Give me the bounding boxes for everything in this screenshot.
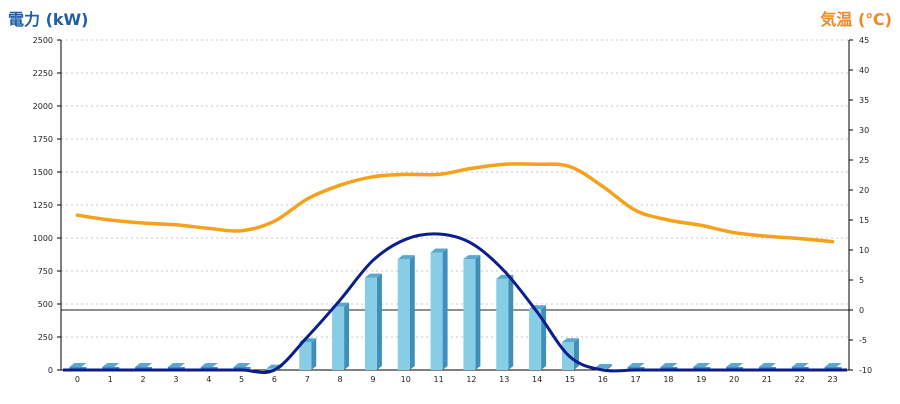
right-tick-label: 30	[859, 126, 869, 135]
right-axis-title: 気温 (℃)	[820, 10, 892, 29]
bar-top	[463, 255, 481, 260]
x-tick-label: 9	[370, 375, 375, 384]
left-axis-title: 電力 (kW)	[8, 10, 89, 29]
x-tick-label: 14	[532, 375, 542, 384]
right-tick-label: 45	[859, 36, 869, 45]
x-tick-label: 3	[173, 375, 178, 384]
x-tick-label: 11	[433, 375, 443, 384]
right-tick-label: 5	[859, 276, 864, 285]
right-tick-label: 25	[859, 156, 869, 165]
left-tick-label: 1750	[33, 135, 53, 144]
bar-side	[376, 273, 382, 370]
bar-zero-top	[824, 363, 842, 367]
x-tick-label: 1	[108, 375, 113, 384]
left-tick-label: 500	[38, 300, 53, 309]
bar-zero-top	[167, 363, 185, 367]
bar-zero-top	[726, 363, 744, 367]
bar-zero-top	[693, 363, 711, 367]
x-tick-label: 6	[272, 375, 277, 384]
bar-zero-top	[200, 363, 218, 367]
x-tick-label: 2	[141, 375, 146, 384]
bar-zero-top	[791, 363, 809, 367]
bar-zero-top	[660, 363, 678, 367]
bar	[364, 277, 377, 370]
bar-zero-top	[233, 363, 251, 367]
x-tick-label: 0	[75, 375, 80, 384]
x-tick-label: 18	[663, 375, 673, 384]
right-tick-label: 20	[859, 186, 869, 195]
x-tick-label: 5	[239, 375, 244, 384]
x-tick-label: 10	[401, 375, 411, 384]
bar-zero-top	[627, 363, 645, 367]
left-tick-label: 1000	[33, 234, 53, 243]
bar-top	[594, 364, 612, 369]
x-tick-label: 12	[466, 375, 476, 384]
right-tick-label: 15	[859, 216, 869, 225]
right-tick-label: 35	[859, 96, 869, 105]
bar-zero-top	[69, 363, 87, 367]
x-tick-label: 15	[565, 375, 575, 384]
right-tick-label: 10	[859, 246, 869, 255]
left-tick-label: 1500	[33, 168, 53, 177]
left-tick-label: 2250	[33, 69, 53, 78]
bar	[463, 259, 476, 370]
bar	[430, 252, 443, 370]
bar-side	[442, 248, 448, 370]
bar-zero	[233, 367, 251, 370]
bar	[332, 306, 345, 370]
x-tick-label: 21	[762, 375, 772, 384]
bar-side	[508, 274, 514, 370]
x-tick-label: 23	[827, 375, 837, 384]
bar-side	[541, 305, 547, 370]
x-tick-label: 7	[305, 375, 310, 384]
bar-top	[561, 338, 579, 343]
bar-top	[397, 255, 415, 260]
bar-side	[409, 255, 415, 370]
x-tick-label: 4	[206, 375, 211, 384]
bar-zero-top	[102, 363, 120, 367]
bar	[299, 342, 312, 370]
x-tick-label: 8	[338, 375, 343, 384]
bar-top	[364, 273, 382, 278]
bar-side	[344, 302, 350, 370]
right-tick-label: 40	[859, 66, 869, 75]
x-tick-label: 20	[729, 375, 739, 384]
bar	[529, 309, 542, 370]
left-tick-label: 0	[48, 366, 53, 375]
bar-zero-top	[758, 363, 776, 367]
x-tick-label: 17	[630, 375, 640, 384]
x-tick-label: 16	[598, 375, 608, 384]
bar	[496, 278, 509, 370]
right-tick-label: -5	[859, 336, 867, 345]
bar-side	[606, 364, 612, 370]
x-tick-label: 19	[696, 375, 706, 384]
temperature-line	[75, 162, 835, 244]
left-tick-label: 1250	[33, 201, 53, 210]
bar-side	[573, 338, 579, 370]
left-tick-label: 2000	[33, 102, 53, 111]
left-tick-label: 250	[38, 333, 53, 342]
bar-top	[430, 248, 448, 253]
x-tick-label: 22	[795, 375, 805, 384]
right-tick-label: 0	[859, 306, 864, 315]
bar-zero-top	[135, 363, 153, 367]
bar-side	[311, 338, 317, 370]
left-tick-label: 750	[38, 267, 53, 276]
bar	[397, 259, 410, 370]
bar-side	[475, 255, 481, 370]
solar-curve-line	[62, 232, 847, 374]
right-tick-label: -10	[859, 366, 872, 375]
x-tick-label: 13	[499, 375, 509, 384]
left-tick-label: 2500	[33, 36, 53, 45]
